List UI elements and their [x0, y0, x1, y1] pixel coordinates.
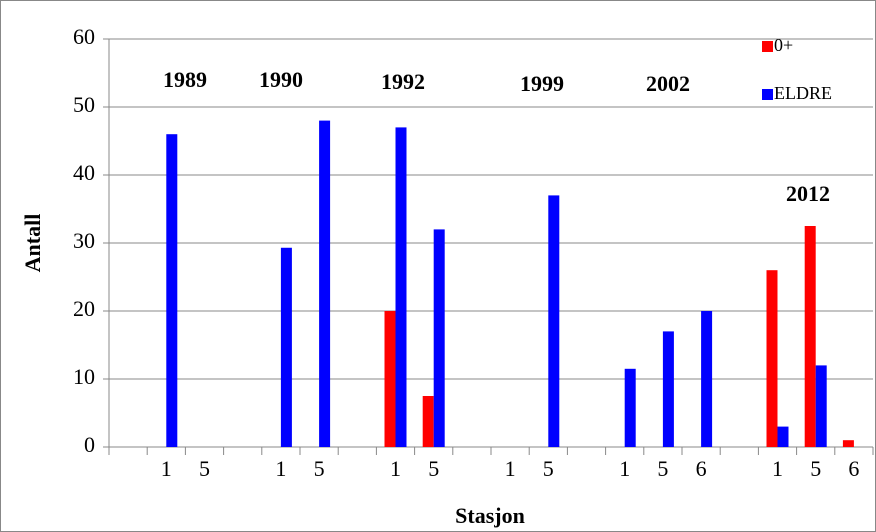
legend-swatch [762, 89, 773, 100]
x-tick-label: 1 [772, 456, 783, 481]
y-tick-label: 30 [73, 228, 95, 253]
x-tick-label: 5 [657, 456, 668, 481]
bar [433, 229, 445, 447]
x-tick-label: 1 [505, 456, 516, 481]
annotation: 1989 [163, 67, 207, 92]
annotation: 2012 [786, 181, 830, 206]
x-tick-label: 5 [428, 456, 439, 481]
bar [777, 426, 789, 447]
x-tick-label: 6 [848, 456, 859, 481]
bar [319, 120, 331, 447]
bar [624, 368, 636, 447]
legend-label: 0+ [774, 35, 793, 55]
annotation: 2002 [646, 71, 690, 96]
x-tick-label: 5 [810, 456, 821, 481]
bar [422, 396, 434, 447]
annotation: 1990 [259, 67, 303, 92]
legend-swatch [762, 41, 773, 52]
bar [166, 134, 178, 447]
x-tick-label: 1 [390, 456, 401, 481]
bar [384, 311, 396, 447]
x-tick-label: 1 [161, 456, 172, 481]
y-axis-title: Antall [20, 214, 45, 273]
bar [842, 440, 854, 447]
annotation: 1992 [381, 69, 425, 94]
legend-label: ELDRE [774, 83, 832, 103]
bar [395, 127, 407, 448]
x-axis-title: Stasjon [455, 503, 525, 528]
bar [662, 331, 674, 447]
x-tick-label: 5 [543, 456, 554, 481]
x-tick-label: 1 [275, 456, 286, 481]
y-tick-label: 50 [73, 92, 95, 117]
annotation: 1999 [520, 71, 564, 96]
x-tick-label: 1 [619, 456, 630, 481]
x-tick-label: 5 [314, 456, 325, 481]
y-tick-label: 0 [84, 432, 95, 457]
bar [804, 226, 816, 447]
y-tick-label: 40 [73, 160, 95, 185]
x-tick-label: 6 [696, 456, 707, 481]
y-tick-label: 60 [73, 24, 95, 49]
x-tick-label: 5 [199, 456, 210, 481]
y-tick-label: 20 [73, 296, 95, 321]
bar [766, 270, 778, 447]
y-tick-label: 10 [73, 364, 95, 389]
bar [815, 365, 827, 447]
bar [701, 311, 713, 447]
bar [548, 195, 560, 447]
bar [280, 247, 292, 447]
